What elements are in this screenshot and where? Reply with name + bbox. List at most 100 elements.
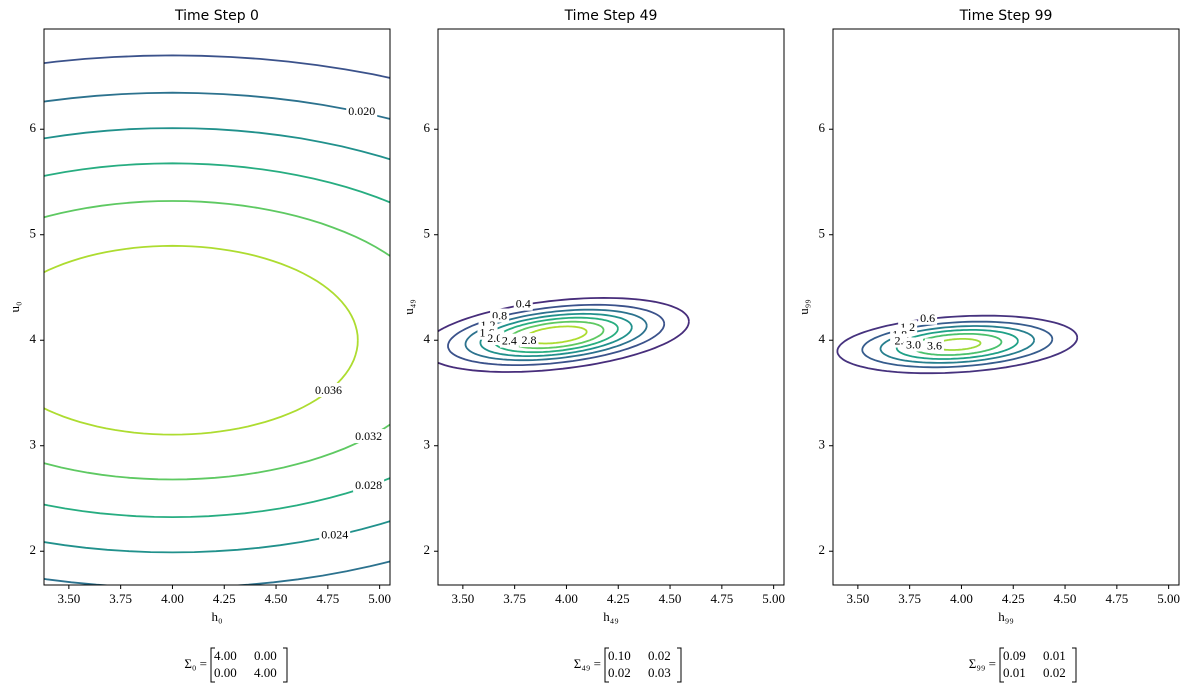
contours: [438, 296, 690, 373]
matrix-entry: 0.10: [608, 648, 631, 663]
matrix-entry: 0.02: [1043, 665, 1066, 680]
subplot-title: Time Step 49: [564, 8, 658, 24]
y-axis-label: u₀: [7, 301, 22, 312]
y-tick-label: 5: [819, 226, 826, 241]
contour-labels: 0.020 0.024 0.028 0.032 0.036: [312, 104, 385, 542]
bracket: [1072, 647, 1077, 683]
contour-label-bg: [485, 331, 505, 346]
contour-line: [861, 320, 1054, 369]
x-tick-label: 4.00: [555, 591, 578, 606]
matrix-entry: 0.01: [1043, 648, 1066, 663]
subplot-title: Time Step 99: [959, 8, 1053, 24]
x-tick-label: 4.75: [1105, 591, 1128, 606]
contour-line: [44, 127, 390, 554]
contour-label: 0.020: [348, 104, 375, 118]
y-tick-label: 4: [819, 331, 826, 346]
contour-labels: 0.61.21.82.43.03.6: [890, 310, 944, 353]
matrix-entry: 4.00: [254, 665, 277, 680]
x-tick-label: 5.00: [368, 591, 391, 606]
x-tick-label: 4.50: [659, 591, 682, 606]
y-tick-label: 3: [819, 437, 826, 452]
contour-line: [879, 325, 1035, 364]
contour-line: [464, 308, 648, 362]
matrix-entry: 0.02: [648, 648, 671, 663]
matrix-label: Σ₀ =: [184, 656, 207, 671]
bracket: [999, 647, 1004, 683]
contour-label: 3.0: [906, 337, 921, 351]
contour-label: 0.036: [315, 383, 342, 397]
contour-label: 0.024: [321, 527, 348, 541]
contour-line: [44, 244, 359, 436]
x-tick-label: 4.50: [1054, 591, 1077, 606]
matrix-entry: 0.02: [608, 665, 631, 680]
y-tick-label: 6: [424, 120, 431, 135]
y-tick-label: 6: [819, 120, 826, 135]
x-axis-label: h₀: [211, 609, 222, 624]
matrix-entry: 0.03: [648, 665, 671, 680]
matrix-entry: 0.00: [214, 665, 237, 680]
plot-frame: [43, 28, 391, 586]
contour-label-bg: [513, 296, 533, 311]
x-tick-label: 3.75: [898, 591, 921, 606]
contour-line: [895, 329, 1019, 360]
y-axis-label: u₉₉: [796, 299, 811, 315]
contour-label: 0.4: [516, 297, 531, 311]
contour-label: 0.6: [920, 311, 935, 325]
x-tick-label: 3.75: [109, 591, 132, 606]
y-tick-label: 2: [30, 542, 37, 557]
x-tick-label: 3.50: [846, 591, 869, 606]
y-tick-label: 2: [424, 542, 431, 557]
x-tick-label: 4.00: [161, 591, 184, 606]
matrix-entry: 0.00: [254, 648, 277, 663]
x-tick-label: 4.75: [710, 591, 733, 606]
contour-label: 2.4: [502, 334, 517, 348]
contour-label-bg: [519, 333, 539, 348]
y-tick-label: 2: [819, 542, 826, 557]
contours: [836, 314, 1079, 375]
bracket: [210, 647, 215, 683]
y-tick-label: 6: [30, 120, 37, 135]
subplot-title: Time Step 0: [174, 8, 259, 24]
subplot: Time Step 49 h₄₉ u₄₉ 3.50 3.75 4.00 4.25 4.50 4.…: [401, 8, 785, 683]
contour-label-bg: [353, 477, 385, 492]
x-tick-label: 4.75: [316, 591, 339, 606]
contour-line: [438, 296, 690, 373]
matrix-entry: 4.00: [214, 648, 237, 663]
contour-labels: 0.40.81.21.62.02.42.8: [477, 296, 539, 348]
contour-label-bg: [499, 333, 519, 348]
subplot: Time Step 0 h₀ u₀ 3.50 3.75 4.00 4.25 4.50 4.75 5…: [7, 8, 391, 683]
x-tick-label: 4.25: [1002, 591, 1025, 606]
x-tick-label: 3.50: [57, 591, 80, 606]
contour-line: [44, 162, 390, 519]
x-tick-label: 5.00: [1157, 591, 1180, 606]
x-axis-label: h₄₉: [603, 609, 619, 624]
contours: [44, 54, 390, 585]
y-tick-label: 4: [30, 331, 37, 346]
x-tick-label: 5.00: [762, 591, 785, 606]
bracket: [604, 647, 609, 683]
contour-label-bg: [346, 104, 378, 119]
contour-label-bg: [353, 429, 385, 444]
y-tick-label: 5: [424, 226, 431, 241]
y-tick-label: 3: [424, 437, 431, 452]
contour-line: [44, 200, 390, 481]
x-axis-label: h₉₉: [998, 609, 1014, 624]
x-tick-label: 4.25: [607, 591, 630, 606]
contour-label-bg: [918, 310, 938, 325]
contour-label: 2.8: [521, 333, 536, 347]
matrix-entry: 0.09: [1003, 648, 1026, 663]
y-tick-label: 5: [30, 226, 37, 241]
contour-label-bg: [924, 338, 944, 353]
matrix-label: Σ₉₉ =: [969, 656, 996, 671]
x-tick-label: 4.25: [213, 591, 236, 606]
plot-frame: [832, 28, 1180, 586]
contour-label-bg: [319, 527, 351, 542]
x-tick-label: 3.50: [451, 591, 474, 606]
contour-label: 2.0: [487, 331, 502, 345]
bracket: [283, 647, 288, 683]
contour-line: [479, 312, 633, 357]
plot-frame: [437, 28, 785, 586]
contour-label: 0.032: [355, 429, 382, 443]
matrix-label: Σ₄₉ =: [574, 656, 601, 671]
x-tick-label: 4.00: [950, 591, 973, 606]
